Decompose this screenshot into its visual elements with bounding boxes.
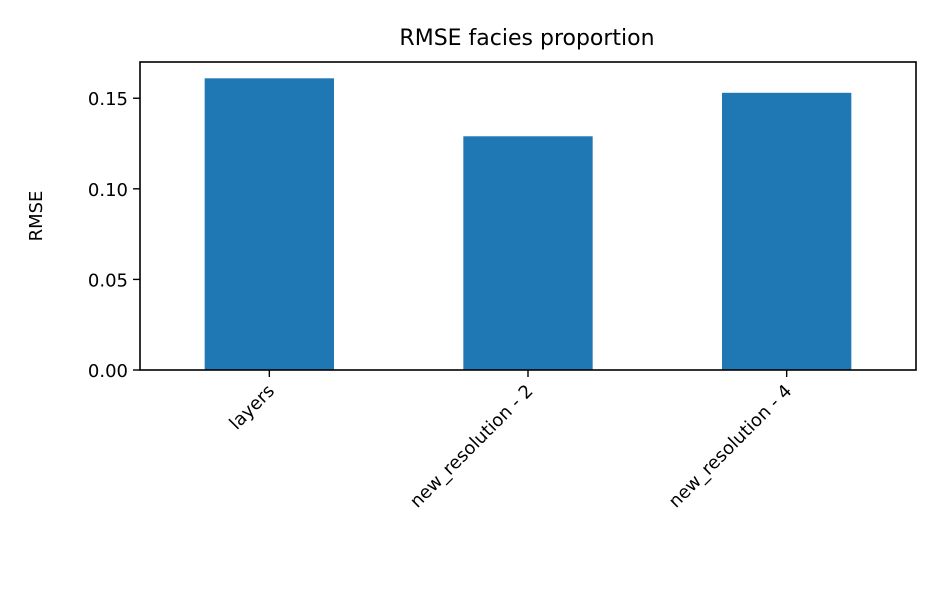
y-tick-label-3: 0.15: [88, 89, 128, 110]
x-tick-label-2: new_resolution - 4: [665, 381, 796, 512]
bar-2: [722, 92, 852, 371]
y-tick-label-1: 0.05: [88, 270, 128, 291]
bar-0: [204, 78, 334, 371]
x-tick-label-0: layers: [225, 381, 278, 434]
y-tick-label-0: 0.00: [88, 361, 128, 382]
x-tick-label-1: new_resolution - 2: [406, 381, 537, 512]
chart-title: RMSE facies proportion: [399, 26, 654, 51]
y-axis-ticks: 0.00 0.05 0.10 0.15: [88, 89, 140, 382]
x-axis-ticks: layers new_resolution - 2 new_resolution -…: [225, 370, 796, 512]
plot-area-frame: [139, 61, 917, 371]
bar-1: [463, 136, 593, 370]
y-axis-label: RMSE: [26, 191, 47, 242]
bars-group: [204, 78, 852, 371]
y-tick-label-2: 0.10: [88, 180, 128, 201]
